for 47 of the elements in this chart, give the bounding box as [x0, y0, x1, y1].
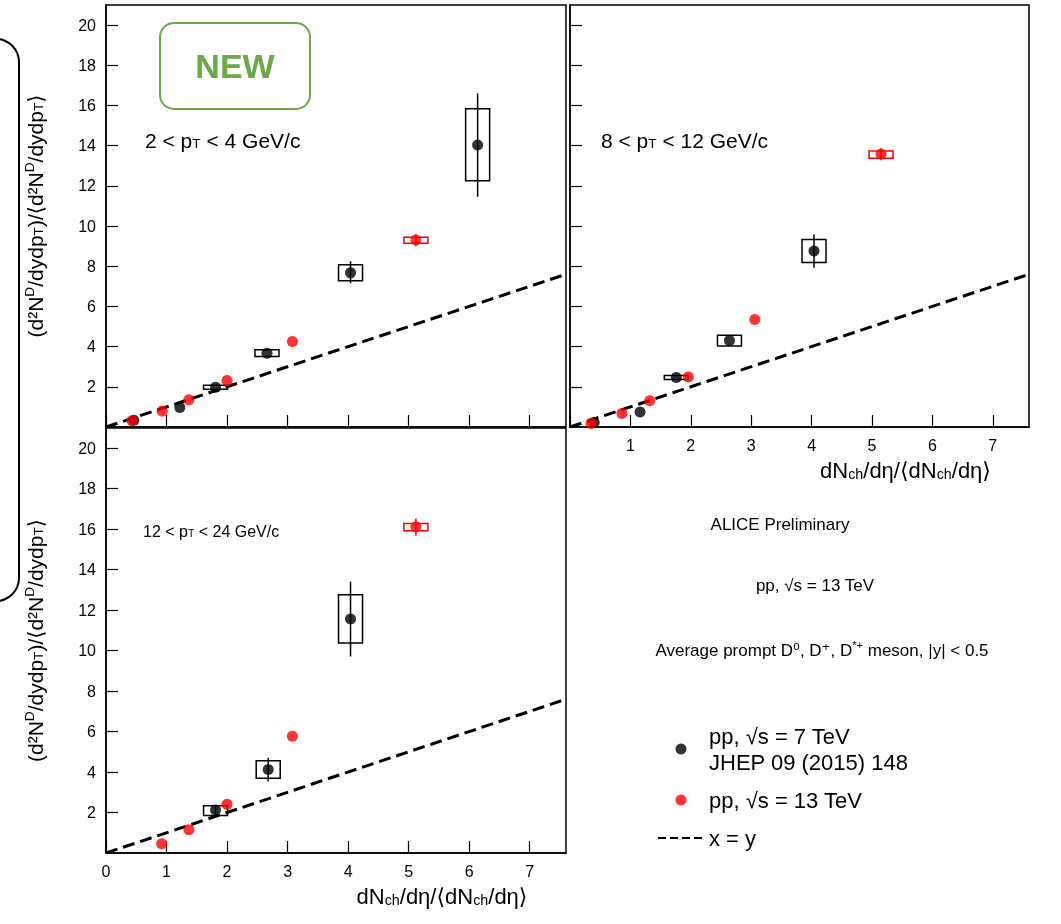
x-tick-label: 5: [867, 436, 877, 454]
x-tick-label: 4: [343, 862, 353, 880]
y-tick-label: 2: [87, 378, 97, 396]
x-axis-title: dNch/dη/⟨dNch/dη⟩: [820, 457, 991, 483]
x-tick-label: 6: [927, 436, 937, 454]
y-tick-label: 12: [78, 601, 97, 619]
x-tick-label: 1: [162, 862, 172, 880]
y-tick-label: 20: [78, 439, 97, 457]
y-tick-label: 14: [78, 561, 97, 579]
y-tick-label: 16: [78, 96, 97, 114]
annotation: NEW: [195, 47, 276, 85]
x-tick-label: 7: [988, 436, 998, 454]
legend-label: pp, √s = 13 TeV: [709, 787, 863, 813]
x-tick-label: 7: [525, 862, 535, 880]
x-tick-label: 5: [404, 862, 414, 880]
x-tick-label: 4: [807, 436, 817, 454]
y-tick-label: 4: [87, 763, 97, 781]
x-tick-label: 3: [283, 862, 293, 880]
legend-label: pp, √s = 7 TeV JHEP 09 (2015) 148: [709, 723, 908, 775]
x-tick-label: 2: [686, 436, 696, 454]
y-tick-label: 20: [78, 16, 97, 34]
y-tick-label: 4: [87, 338, 97, 356]
y-tick-label: 12: [78, 177, 97, 195]
x-tick-label: 3: [746, 436, 756, 454]
annotation: 12 < pT < 24 GeV/c: [143, 522, 280, 540]
y-tick-label: 18: [78, 56, 97, 74]
y-tick-label: 8: [87, 257, 97, 275]
y-tick-label: 8: [87, 682, 97, 700]
annotation: 2 < pT < 4 GeV/c: [145, 128, 301, 152]
y-tick-label: 6: [87, 723, 97, 741]
x-tick-label: 6: [464, 862, 474, 880]
y-tick-label: 10: [78, 217, 97, 235]
text: ALICE Preliminary: [710, 514, 850, 534]
y-tick-label: 6: [87, 297, 97, 315]
annotation: 8 < pT < 12 GeV/c: [601, 128, 769, 152]
text: pp, √s = 13 TeV: [755, 575, 875, 595]
x-tick-label: 2: [222, 862, 232, 880]
x-tick-label: 0: [101, 862, 111, 880]
x-tick-label: 1: [625, 436, 635, 454]
y-tick-label: 2: [87, 804, 97, 822]
text: Average prompt D⁰, D⁺, D*+ meson, |y| < 0.5: [655, 639, 989, 660]
y-tick-label: 10: [78, 642, 97, 660]
y-tick-label: 14: [78, 137, 97, 155]
legend-label: x = y: [709, 825, 757, 851]
y-tick-label: 16: [78, 520, 97, 538]
y-tick-label: 18: [78, 480, 97, 498]
x-axis-title: dNch/dη/⟨dNch/dη⟩: [356, 883, 528, 909]
